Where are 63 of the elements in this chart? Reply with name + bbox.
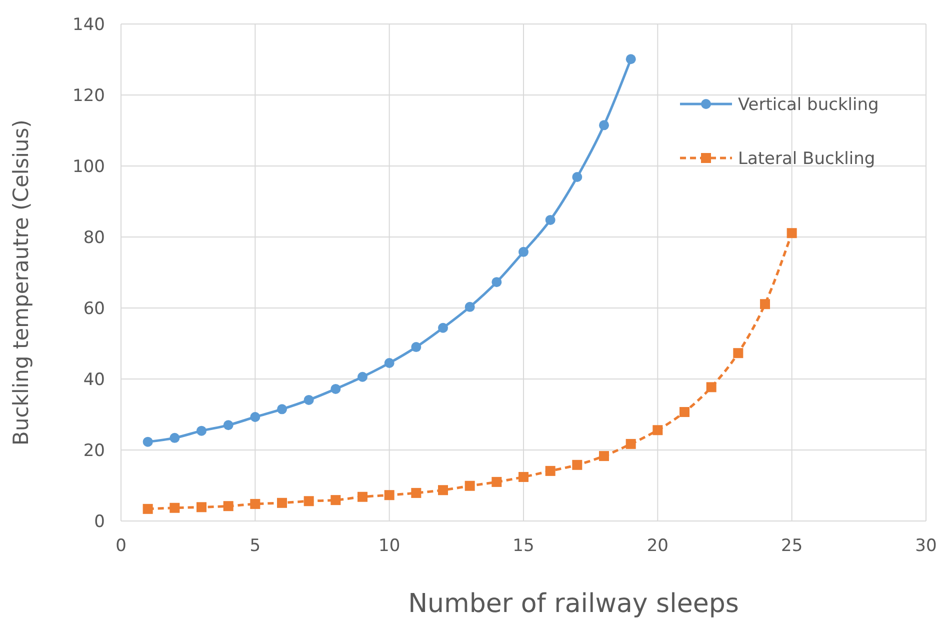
point [733, 348, 744, 358]
point [464, 302, 475, 312]
x-tick-label: 10 [378, 536, 400, 556]
y-tick-label: 140 [72, 14, 105, 35]
y-tick-label: 20 [83, 440, 105, 461]
point [599, 451, 609, 462]
x-tick-label: 15 [512, 536, 534, 556]
x-tick-label: 25 [781, 536, 803, 556]
point [492, 476, 502, 487]
point [545, 214, 556, 225]
legend-label: Lateral Buckling [738, 148, 876, 169]
point [572, 172, 582, 182]
x-tick-label: 0 [116, 536, 126, 556]
y-tick-label: 120 [72, 86, 105, 106]
point [572, 460, 582, 470]
point [358, 372, 368, 382]
x-axis-title: Number of railway sleeps [408, 589, 739, 619]
point [384, 358, 394, 368]
point [438, 322, 448, 333]
point [760, 299, 770, 310]
point [277, 498, 287, 508]
point [196, 502, 206, 512]
point [170, 502, 180, 513]
x-tick-label: 5 [250, 536, 261, 556]
point [464, 480, 475, 491]
y-tick-label: 0 [94, 512, 105, 532]
legend-label: Vertical buckling [738, 94, 879, 115]
point [411, 342, 422, 352]
y-axis-title: Buckling temperautre (Celsius) [9, 120, 33, 446]
point [142, 436, 153, 447]
point [652, 425, 663, 436]
point [545, 466, 556, 476]
point [223, 420, 234, 430]
x-tick-label: 20 [646, 536, 668, 556]
point [680, 407, 690, 418]
y-tick-label: 80 [83, 228, 105, 248]
point [250, 498, 260, 509]
point [518, 246, 528, 257]
point [330, 384, 341, 394]
point [411, 488, 422, 498]
point [626, 54, 636, 64]
point [330, 495, 341, 506]
point [786, 228, 797, 238]
point [518, 472, 528, 482]
y-tick-label: 100 [72, 156, 105, 177]
point [304, 496, 314, 506]
point [626, 438, 636, 449]
point [304, 394, 314, 405]
y-tick-label: 40 [83, 370, 105, 390]
point [223, 501, 234, 512]
point [384, 490, 394, 500]
point [196, 426, 206, 436]
point [277, 404, 287, 414]
point [358, 492, 368, 502]
point [706, 382, 716, 392]
point [170, 432, 180, 443]
point [142, 504, 153, 514]
point [492, 277, 502, 288]
y-tick-label: 60 [83, 298, 105, 319]
x-tick-label: 30 [915, 536, 937, 556]
point [599, 120, 609, 130]
point [250, 412, 260, 422]
point [438, 485, 448, 496]
